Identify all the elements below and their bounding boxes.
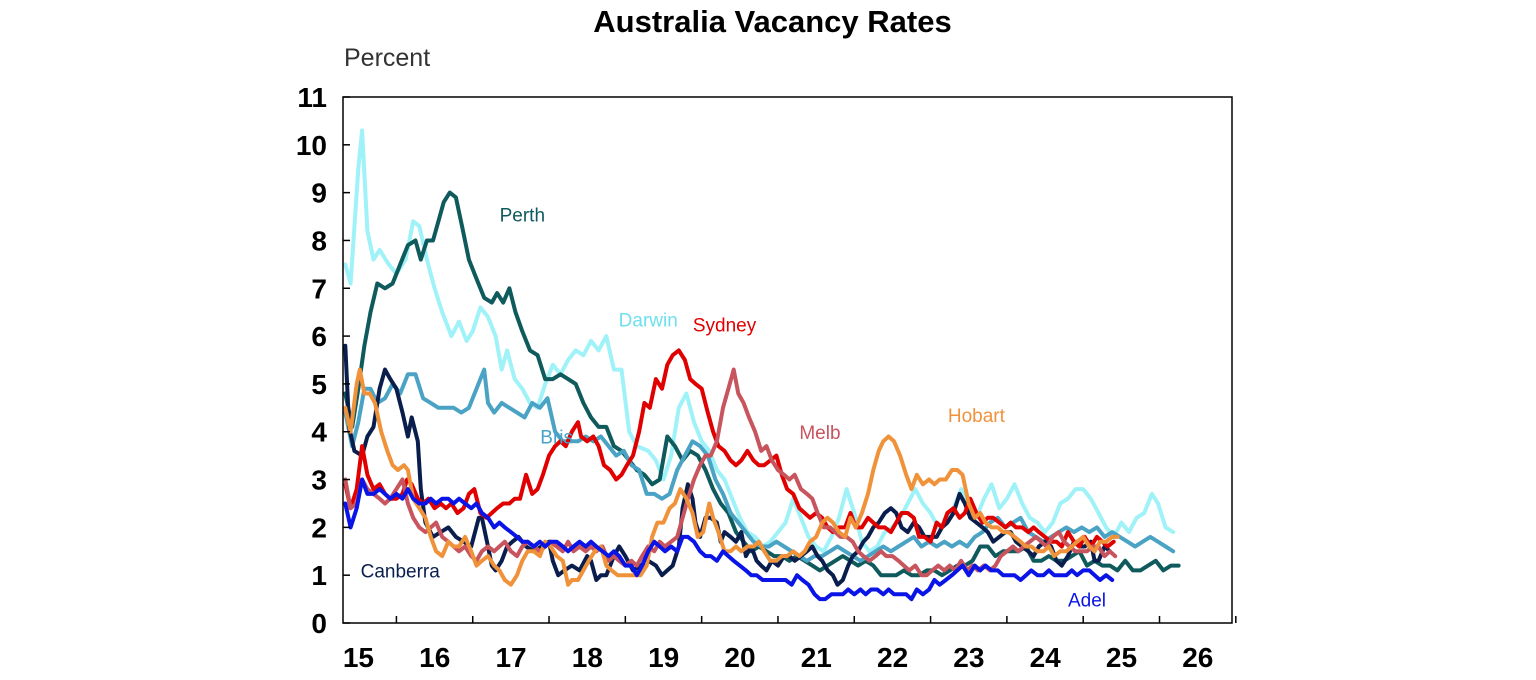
series-line-hobart [343, 367, 1120, 587]
x-tick-label: 21 [801, 642, 832, 673]
series-line-adel [343, 477, 1115, 602]
x-tick-label: 26 [1182, 642, 1213, 673]
series-label-bris: Bris [540, 428, 573, 449]
x-tick-label: 17 [495, 642, 526, 673]
y-tick-label: 6 [311, 321, 327, 352]
series-label-sydney: Sydney [693, 315, 757, 336]
series-label-darwin: Darwin [619, 311, 678, 332]
y-tick-label: 3 [311, 465, 327, 496]
y-tick-label: 7 [311, 273, 327, 304]
x-tick-label: 22 [877, 642, 908, 673]
y-tick-label: 4 [311, 417, 327, 448]
x-tick-label: 19 [648, 642, 679, 673]
y-axis-label: Percent [344, 44, 431, 72]
series-label-melb: Melb [799, 423, 840, 444]
x-tick-label: 18 [572, 642, 603, 673]
y-tick-label: 2 [311, 512, 327, 543]
y-tick-label: 0 [311, 608, 327, 639]
series-label-perth: Perth [500, 205, 545, 226]
plot-frame [342, 96, 1233, 624]
series-line-darwin [343, 128, 1176, 554]
x-tick-label: 23 [953, 642, 984, 673]
y-tick-label: 10 [296, 130, 327, 161]
y-tick-label: 5 [311, 369, 327, 400]
x-tick-label: 15 [343, 642, 374, 673]
x-tick-label: 24 [1030, 642, 1062, 673]
y-tick-label: 9 [311, 178, 327, 209]
series-label-adel: Adel [1068, 590, 1106, 611]
y-tick-label: 8 [311, 225, 327, 256]
series-layer [343, 128, 1181, 602]
series-label-canberra: Canberra [361, 562, 441, 583]
y-tick-label: 1 [311, 560, 327, 591]
y-tick-label: 11 [297, 82, 327, 113]
x-tick-label: 20 [724, 642, 755, 673]
series-line-canberra [343, 343, 1112, 587]
x-tick-label: 16 [419, 642, 450, 673]
chart-title: Australia Vacancy Rates [593, 4, 952, 39]
series-line-bris [343, 367, 1176, 563]
labels-layer: Perth Darwin Sydney Bris Melb Hobart Canberra A… [361, 205, 1106, 611]
series-label-hobart: Hobart [948, 406, 1006, 427]
x-tick-label: 25 [1106, 642, 1137, 673]
